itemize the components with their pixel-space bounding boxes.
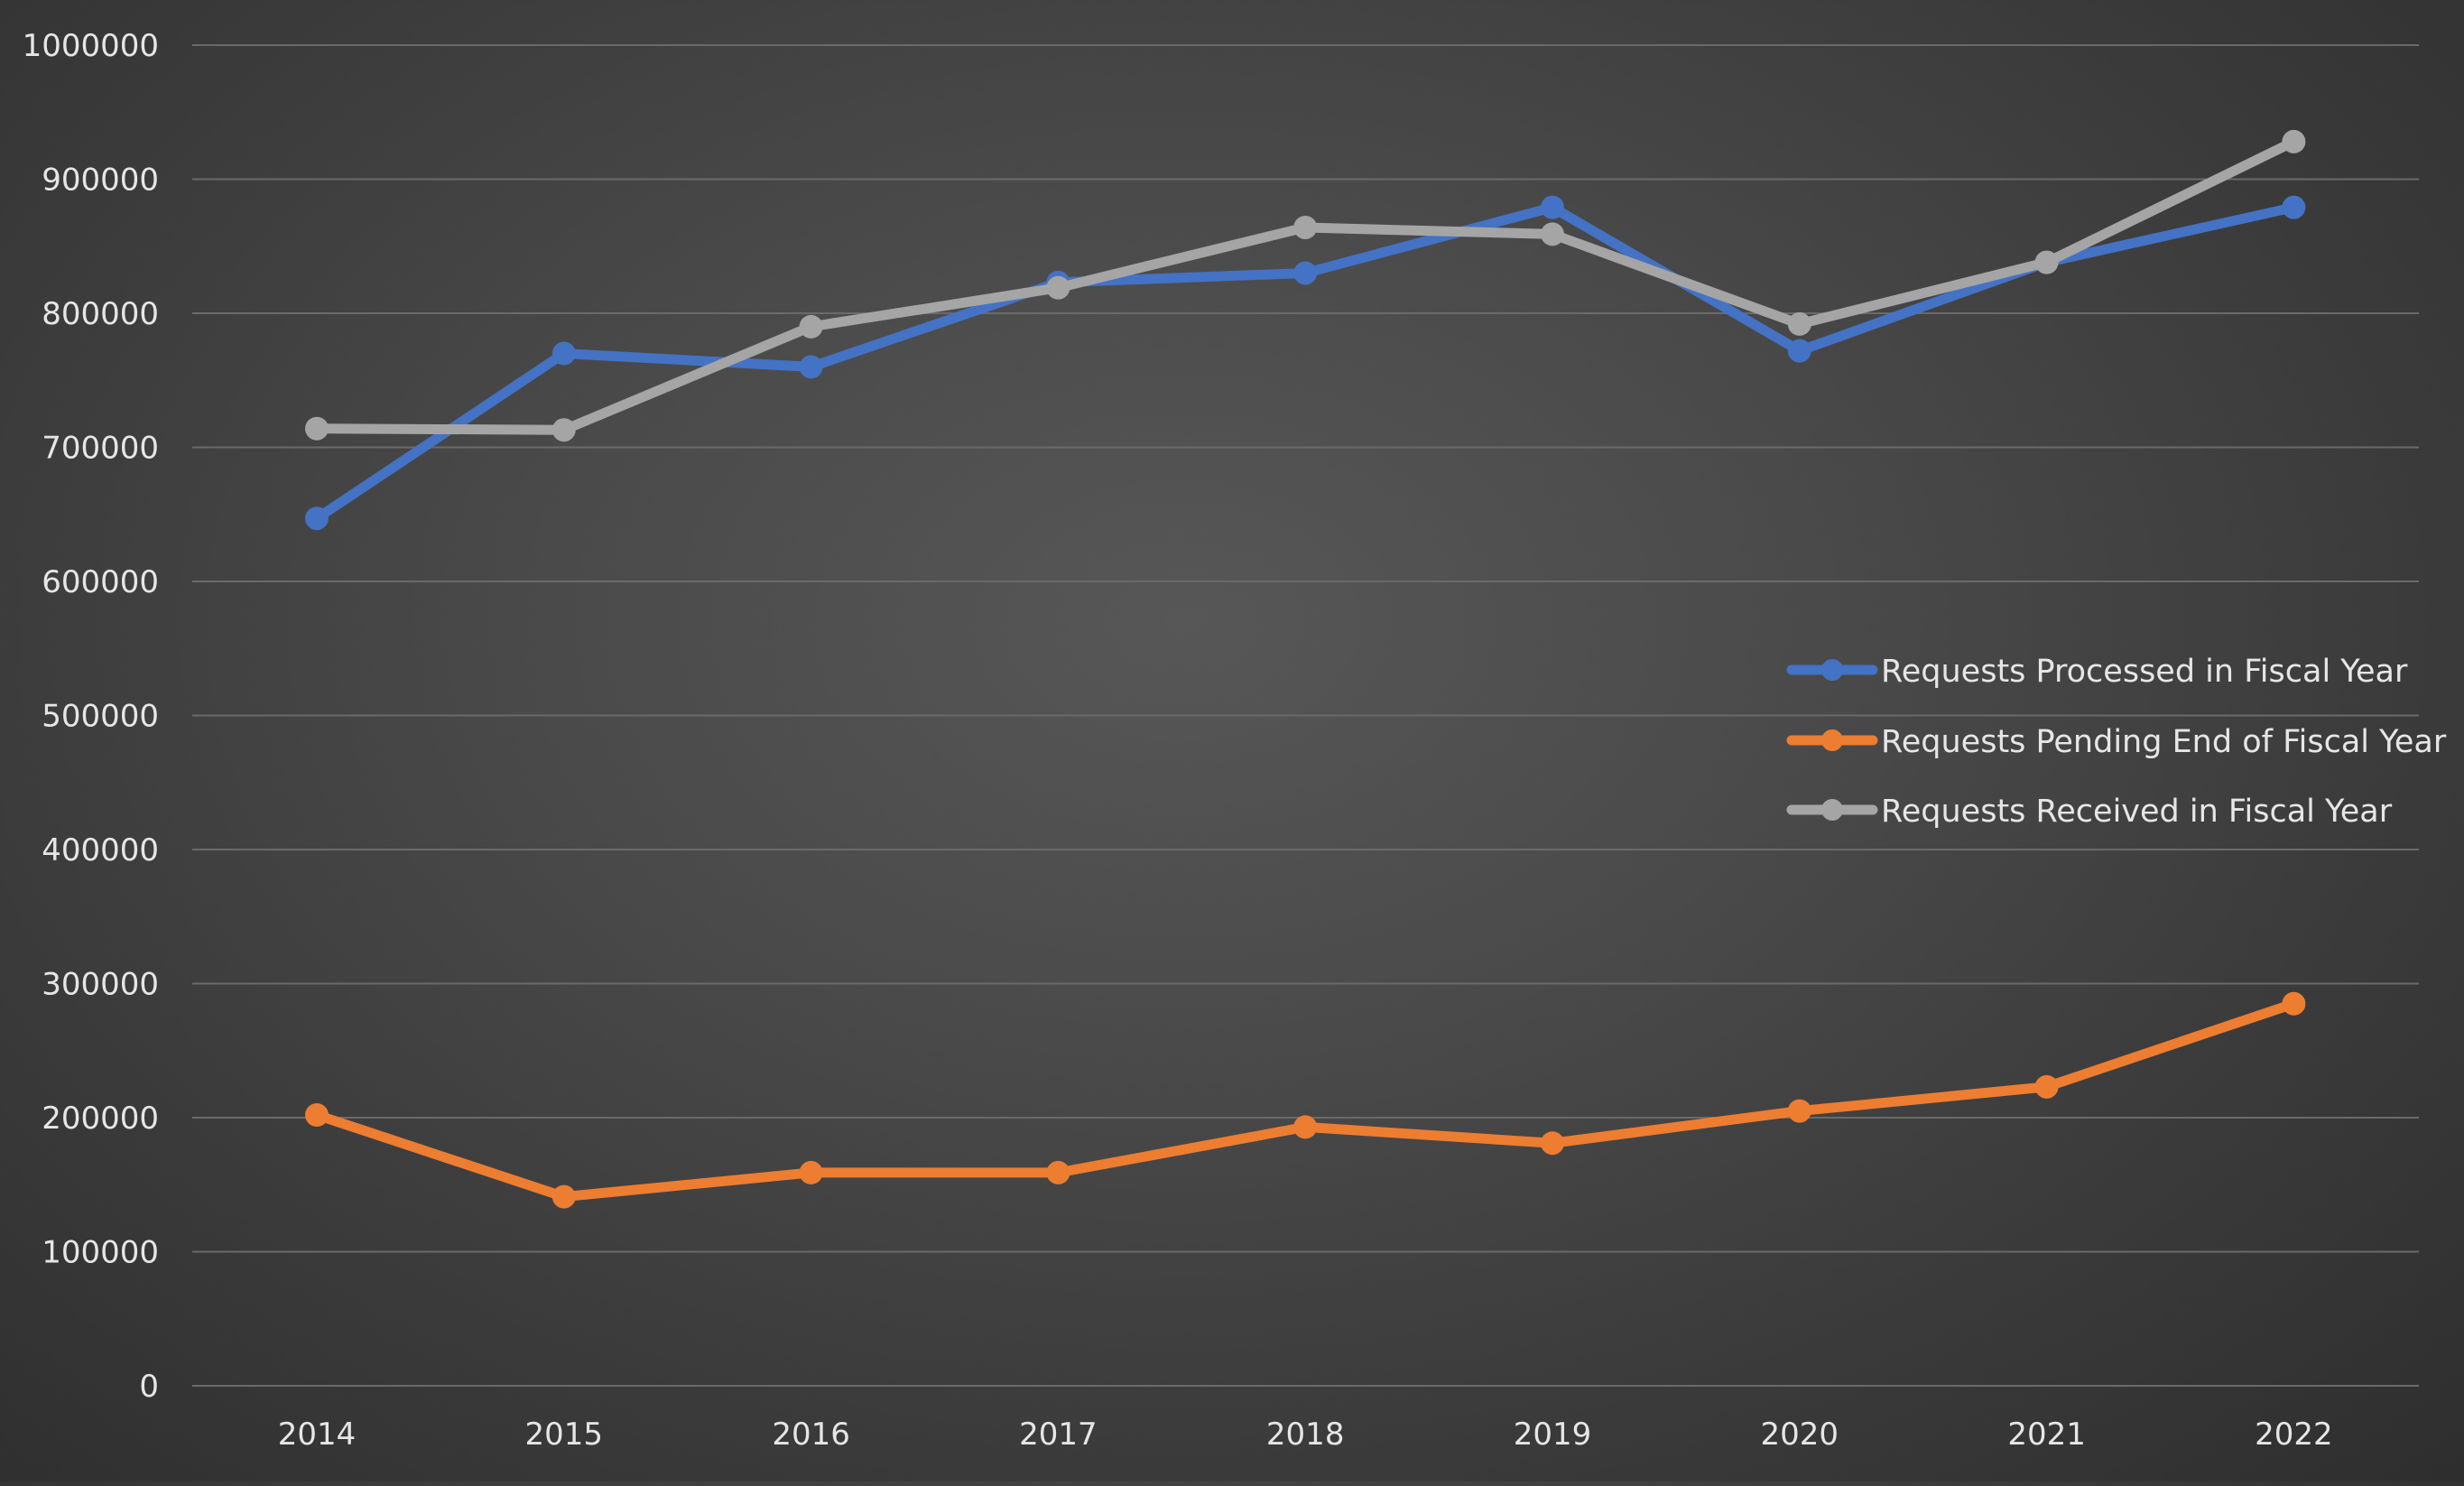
x-tick-label: 2018 [1266,1416,1345,1453]
data-point [1787,311,1811,336]
data-point [1293,215,1318,239]
series-2 [305,129,2306,442]
series-line [311,136,2299,435]
data-point [1787,1099,1811,1123]
data-point [1293,261,1318,285]
data-point [551,1184,576,1209]
x-axis: 2014 2015 2016 2017 2018 2019 2020 2021 2022 [278,1416,2333,1453]
data-point [551,418,576,442]
y-tick-label: 900000 [42,163,159,199]
x-tick-label: 2021 [2007,1416,2086,1453]
y-tick-label: 500000 [42,699,159,735]
x-tick-label: 2019 [1514,1416,1592,1453]
legend-label: Requests Received in Fiscal Year [1881,794,2393,830]
legend-item-2: Requests Received in Fiscal Year [1786,794,2393,830]
data-point [1541,1131,1564,1156]
data-point [1293,1115,1318,1139]
series-lines [305,129,2306,1209]
y-tick-label: 100000 [42,1235,159,1271]
data-point [1541,222,1564,246]
data-point [2034,1074,2059,1099]
data-point [1787,339,1811,363]
data-point [2282,195,2306,219]
gridlines [192,44,2419,1387]
data-point [305,506,329,531]
data-point [1046,275,1070,300]
data-point [799,314,823,339]
y-tick-label: 300000 [42,967,159,1003]
data-point [2282,129,2306,153]
data-point [551,341,576,366]
y-tick-label: 0 [139,1369,159,1405]
data-point [305,416,329,441]
legend-swatch-marker [1821,659,1843,681]
data-point [305,1103,329,1128]
x-tick-label: 2020 [1761,1416,1839,1453]
data-point [2034,250,2059,274]
x-tick-label: 2022 [2255,1416,2333,1453]
legend-label: Requests Processed in Fiscal Year [1881,654,2408,690]
legend-swatch-marker [1821,799,1843,821]
series-1 [305,991,2306,1209]
series-line [311,998,2299,1203]
legend-item-1: Requests Pending End of Fiscal Year [1786,724,2447,760]
data-point [1046,1160,1070,1184]
data-point [1541,195,1564,219]
x-tick-label: 2017 [1019,1416,1098,1453]
y-tick-label: 800000 [42,296,159,332]
data-point [799,1160,823,1184]
data-point [799,355,823,379]
series-0 [305,195,2306,531]
legend-swatch-marker [1821,729,1843,751]
x-tick-label: 2016 [772,1416,850,1453]
legend-label: Requests Pending End of Fiscal Year [1881,724,2447,760]
y-axis: 0 100000 200000 300000 400000 500000 600000 700… [23,28,159,1405]
y-tick-label: 700000 [42,431,159,467]
x-tick-label: 2014 [278,1416,357,1453]
series-line [311,202,2299,524]
y-tick-label: 400000 [42,832,159,868]
legend-item-0: Requests Processed in Fiscal Year [1786,654,2408,690]
legend: Requests Processed in Fiscal Year Request… [1786,654,2447,830]
y-tick-label: 600000 [42,564,159,600]
x-tick-label: 2015 [525,1416,604,1453]
y-tick-label: 1000000 [23,28,159,64]
y-tick-label: 200000 [42,1101,159,1137]
data-point [2282,991,2306,1016]
